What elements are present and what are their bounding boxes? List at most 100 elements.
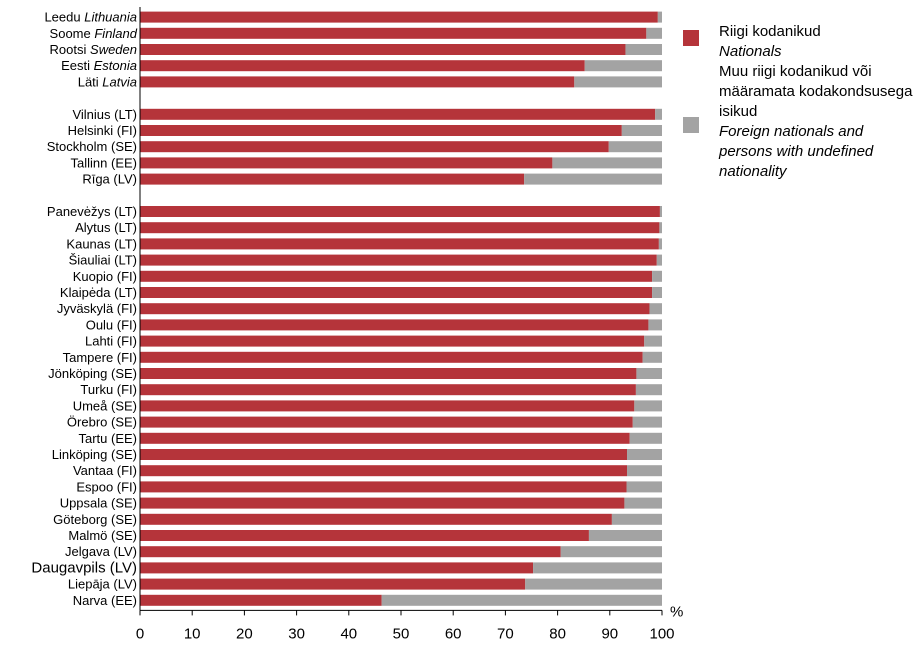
category-label: Örebro (SE) (67, 415, 137, 430)
x-tick-label: 100 (649, 625, 674, 642)
category-label: Jelgava (LV) (65, 544, 137, 559)
category-label: Espoo (FI) (76, 479, 137, 494)
category-label: Rīga (LV) (82, 172, 137, 187)
category-name-en: Finland (91, 26, 138, 41)
category-name: Uppsala (SE) (60, 496, 137, 511)
category-name-en: Sweden (86, 42, 137, 57)
category-name: Umeå (SE) (73, 398, 137, 413)
bar-nationals (140, 27, 647, 39)
x-tick-label: 30 (288, 625, 305, 642)
category-name: Leedu (44, 10, 80, 25)
x-tick-label: 60 (445, 625, 462, 642)
category-label: Oulu (FI) (86, 317, 137, 332)
bar-nationals (140, 513, 612, 525)
bar-foreign (525, 578, 662, 590)
bar-foreign (588, 530, 662, 541)
bar-foreign (649, 303, 662, 315)
bar-nationals (140, 594, 382, 606)
bar-nationals (140, 238, 659, 250)
bar-nationals (140, 416, 633, 428)
bar-nationals (140, 400, 635, 412)
bar-foreign (627, 449, 662, 460)
bar-foreign (659, 222, 662, 234)
category-name-en: Lithuania (81, 10, 137, 25)
category-label: Läti Latvia (78, 74, 137, 89)
bar-nationals (140, 270, 653, 282)
legend-item-nationals: Riigi kodanikud Nationals (683, 22, 915, 62)
bar-foreign (627, 465, 662, 477)
bar-foreign (552, 157, 662, 169)
category-label: Kuopio (FI) (73, 269, 137, 284)
category-name: Klaipėda (LT) (60, 285, 137, 300)
category-label: Göteborg (SE) (53, 512, 137, 527)
category-name: Jönköping (SE) (48, 366, 137, 381)
category-label: Panevėžys (LT) (47, 204, 137, 219)
category-label: Vantaa (FI) (73, 463, 137, 478)
x-tick-label: 80 (549, 625, 566, 642)
category-name: Läti (78, 74, 99, 89)
bar-nationals (140, 546, 561, 558)
bar-nationals (140, 319, 649, 331)
bar-foreign (629, 432, 662, 444)
bar-foreign (611, 513, 662, 525)
category-label: Klaipėda (LT) (60, 285, 137, 300)
category-name: Stockholm (SE) (47, 139, 137, 154)
legend-swatch-nationals (683, 30, 699, 46)
x-tick-label: 50 (393, 625, 410, 642)
legend: Riigi kodanikud Nationals Muu riigi koda… (683, 22, 915, 182)
bar-nationals (140, 335, 645, 347)
x-tick-label: 0 (136, 625, 144, 642)
category-label: Soome Finland (50, 26, 138, 41)
category-name: Lahti (FI) (85, 334, 137, 349)
category-name: Rootsi (50, 42, 87, 57)
bar-nationals (140, 108, 656, 120)
bar-foreign (584, 60, 662, 72)
category-label: Kaunas (LT) (66, 236, 137, 251)
category-name-en: Latvia (99, 74, 137, 89)
category-label: Tallinn (EE) (71, 155, 137, 170)
category-name: Soome (50, 26, 91, 41)
category-label: Rootsi Sweden (50, 42, 137, 57)
category-label: Tartu (EE) (78, 431, 137, 446)
category-label: Daugavpils (LV) (31, 559, 137, 576)
category-name: Jelgava (LV) (65, 544, 137, 559)
legend-label-foreign: Muu riigi kodanikud või määramata kodako… (719, 63, 913, 120)
category-name: Alytus (LT) (75, 220, 137, 235)
bar-nationals (140, 254, 657, 266)
category-label: Turku (FI) (80, 382, 137, 397)
category-label: Vilnius (LT) (72, 107, 137, 122)
legend-item-foreign: Muu riigi kodanikud või määramata kodako… (683, 62, 915, 182)
bars-layer (140, 11, 662, 606)
bar-nationals (140, 449, 628, 460)
bar-foreign (524, 173, 662, 185)
bar-foreign (381, 594, 662, 606)
category-name: Daugavpils (LV) (31, 559, 137, 576)
bar-nationals (140, 44, 626, 55)
legend-label-nationals-en: Nationals (719, 43, 782, 60)
category-label: Leedu Lithuania (44, 10, 137, 25)
category-label: Helsinki (FI) (68, 123, 137, 138)
category-name: Rīga (LV) (82, 172, 137, 187)
bar-nationals (140, 157, 553, 169)
category-label: Alytus (LT) (75, 220, 137, 235)
bar-foreign (655, 108, 662, 120)
category-label: Liepāja (LV) (68, 577, 137, 592)
category-name: Eesti (61, 58, 90, 73)
bar-foreign (635, 384, 662, 396)
unit-label: % (670, 603, 683, 620)
bar-nationals (140, 497, 625, 509)
bar-foreign (657, 11, 662, 23)
bar-foreign (560, 546, 662, 558)
category-name: Turku (FI) (80, 382, 137, 397)
bar-nationals (140, 125, 622, 136)
category-label: Lahti (FI) (85, 334, 137, 349)
category-label: Eesti Estonia (61, 58, 137, 73)
category-name: Tartu (EE) (78, 431, 137, 446)
category-name-en: Estonia (90, 58, 137, 73)
bar-foreign (533, 562, 662, 574)
category-name: Kuopio (FI) (73, 269, 137, 284)
category-name: Panevėžys (LT) (47, 204, 137, 219)
category-name: Šiauliai (LT) (69, 253, 137, 268)
bar-foreign (648, 319, 662, 331)
bar-nationals (140, 173, 525, 185)
